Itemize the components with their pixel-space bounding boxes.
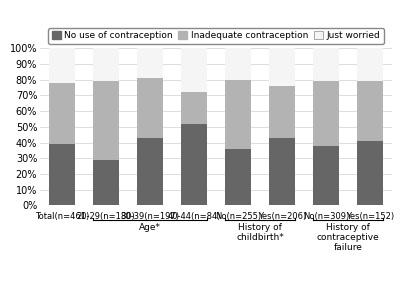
Bar [181, 48, 207, 92]
Bar [93, 160, 119, 205]
Text: 40-44(n=84): 40-44(n=84) [167, 212, 221, 221]
Bar [269, 138, 295, 205]
Bar [225, 80, 251, 149]
Bar [357, 48, 383, 81]
Bar [49, 48, 75, 83]
Bar [137, 78, 163, 138]
Bar [357, 141, 383, 205]
Text: Total(n=461): Total(n=461) [35, 212, 89, 221]
Text: 30-39(n=197): 30-39(n=197) [120, 212, 180, 221]
Bar [225, 149, 251, 205]
Bar [313, 48, 339, 81]
Text: No(n=255): No(n=255) [215, 212, 261, 221]
Legend: No use of contraception, Inadequate contraception, Just worried: No use of contraception, Inadequate cont… [48, 28, 384, 44]
Bar [357, 81, 383, 141]
Text: Yes(n=206): Yes(n=206) [258, 212, 306, 221]
Text: Yes(n=152): Yes(n=152) [346, 212, 394, 221]
Text: Age*: Age* [139, 223, 161, 232]
Bar [313, 146, 339, 205]
Bar [93, 48, 119, 81]
Bar [137, 48, 163, 78]
Bar [313, 81, 339, 146]
Bar [137, 138, 163, 205]
Text: 20-29(n=180): 20-29(n=180) [77, 212, 135, 221]
Bar [181, 124, 207, 205]
Bar [93, 81, 119, 160]
Bar [49, 144, 75, 205]
Bar [225, 48, 251, 80]
Text: No(n=309): No(n=309) [303, 212, 349, 221]
Text: History of
contraceptive
failure: History of contraceptive failure [317, 223, 379, 252]
Bar [181, 92, 207, 124]
Text: History of
childbirth*: History of childbirth* [236, 223, 284, 242]
Bar [269, 86, 295, 138]
Bar [269, 48, 295, 86]
Bar [49, 83, 75, 144]
